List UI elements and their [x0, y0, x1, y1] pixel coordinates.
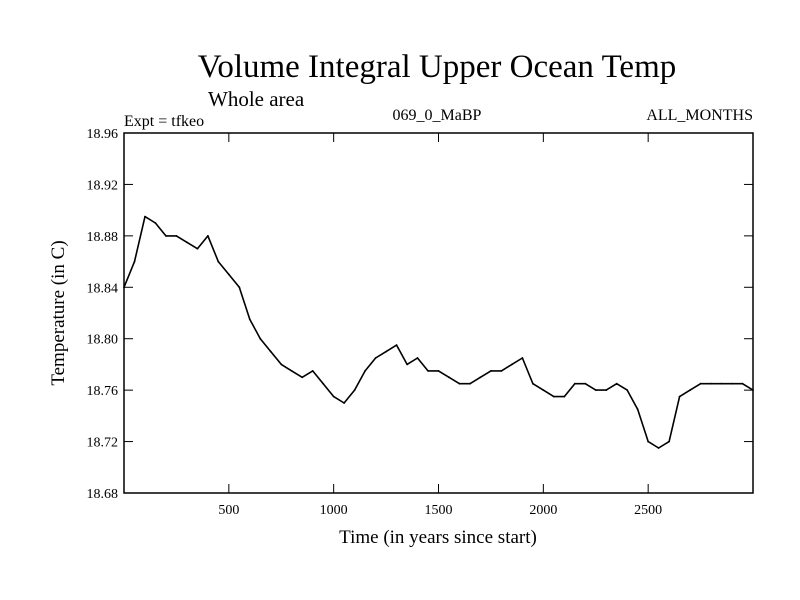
data-point: [458, 382, 461, 385]
y-tick-label: 18.84: [87, 281, 119, 296]
data-point: [720, 382, 723, 385]
data-point: [227, 273, 230, 276]
data-point: [594, 389, 597, 391]
x-axis-ticks: 500 1000 1500 2000 2500: [218, 133, 662, 518]
data-point: [175, 235, 178, 237]
data-point: [332, 395, 335, 398]
data-point: [584, 382, 587, 385]
data-point: [563, 395, 566, 398]
data-point: [710, 382, 712, 385]
data-point: [406, 363, 408, 366]
data-point: [615, 382, 618, 385]
data-point: [699, 382, 702, 385]
data-point: [479, 376, 482, 379]
data-point: [657, 447, 660, 449]
y-tick-label: 18.92: [87, 178, 119, 193]
data-point: [269, 350, 272, 353]
data-point: [469, 382, 471, 385]
data-point: [552, 395, 555, 398]
y-tick-label: 18.68: [87, 487, 119, 502]
data-point: [154, 222, 157, 224]
season-label: ALL_MONTHS: [646, 107, 753, 124]
data-point: [636, 408, 639, 411]
data-point: [689, 389, 691, 391]
x-tick-label: 1500: [425, 503, 453, 518]
data-point: [741, 382, 744, 385]
y-tick-label: 18.76: [87, 384, 119, 399]
plot-frame: [123, 132, 754, 494]
data-point: [165, 235, 167, 237]
data-point: [322, 382, 325, 385]
data-point: [731, 382, 733, 385]
run-id-label: 069_0_MaBP: [393, 107, 482, 124]
data-point: [248, 318, 251, 321]
series-group: [123, 215, 754, 449]
data-point: [364, 370, 366, 372]
y-tick-label: 18.80: [87, 333, 119, 348]
data-point: [290, 370, 293, 372]
data-point: [448, 376, 450, 379]
y-axis-label: Temperature (in C): [48, 240, 69, 385]
data-point: [280, 363, 283, 366]
data-point: [678, 395, 681, 398]
data-point: [542, 389, 545, 391]
data-point: [626, 389, 629, 391]
x-axis-label: Time (in years since start): [339, 527, 537, 548]
data-point: [427, 370, 429, 372]
data-point: [123, 286, 125, 289]
data-point: [238, 286, 241, 289]
data-point: [196, 247, 199, 250]
data-point: [259, 337, 262, 340]
data-point: [217, 260, 220, 263]
data-point: [573, 382, 576, 385]
data-point: [353, 389, 356, 391]
data-point: [301, 376, 304, 379]
data-point: [668, 440, 670, 443]
experiment-label: Expt = tfkeo: [124, 113, 204, 130]
x-tick-label: 2500: [634, 503, 662, 518]
y-tick-label: 18.88: [87, 230, 119, 245]
data-point: [207, 235, 209, 237]
data-point: [133, 260, 136, 263]
x-tick-label: 1000: [320, 503, 348, 518]
data-point: [374, 357, 377, 359]
data-point: [647, 440, 650, 443]
data-point: [385, 350, 387, 353]
y-tick-label: 18.72: [87, 436, 119, 451]
x-tick-label: 500: [218, 503, 239, 518]
data-point: [511, 363, 513, 366]
chart-subtitle: Whole area: [208, 87, 305, 111]
data-point: [500, 370, 503, 372]
data-point: [490, 370, 492, 372]
chart-title: Volume Integral Upper Ocean Temp: [198, 49, 676, 85]
data-point: [186, 241, 188, 244]
data-point: [752, 389, 754, 391]
data-point: [144, 215, 146, 218]
data-point: [395, 344, 398, 346]
data-point: [437, 370, 440, 372]
data-point: [532, 382, 534, 385]
data-point: [343, 402, 345, 404]
y-axis-ticks: 18.68 18.72 18.76 18.80 18.84 18.88 18.92 18.96: [87, 127, 753, 502]
data-point: [605, 389, 608, 391]
data-point: [416, 357, 419, 359]
series-line: [123, 215, 754, 449]
x-tick-label: 2000: [529, 503, 557, 518]
y-tick-label: 18.96: [87, 127, 119, 142]
data-point: [311, 370, 314, 372]
data-point: [521, 357, 524, 359]
